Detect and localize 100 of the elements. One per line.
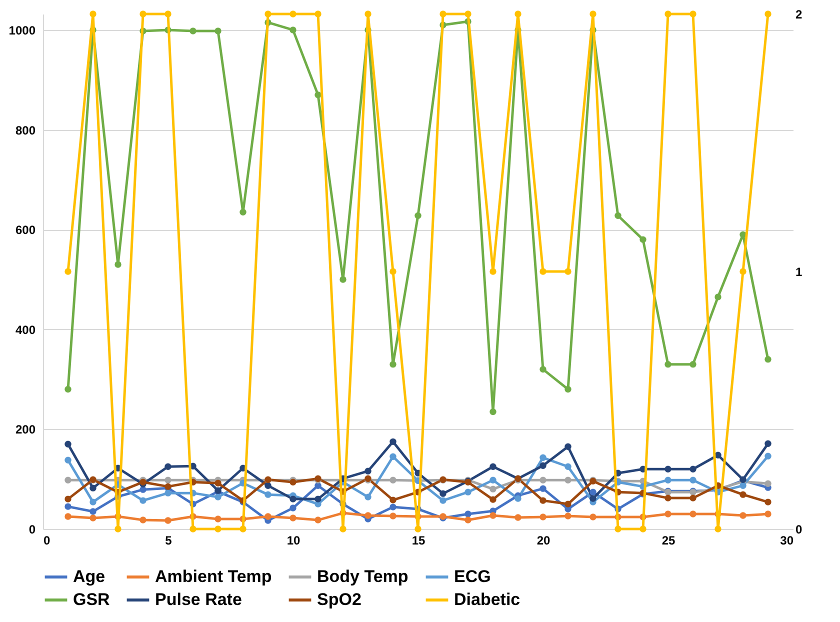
point — [664, 476, 672, 484]
point — [714, 526, 722, 532]
point — [564, 463, 572, 470]
point — [690, 510, 696, 518]
point — [90, 508, 96, 515]
point — [240, 208, 246, 216]
point — [214, 28, 222, 34]
point — [564, 500, 572, 508]
y-tick-label: 0 — [28, 522, 36, 536]
point — [740, 491, 746, 498]
point — [664, 466, 672, 472]
point — [690, 476, 696, 484]
point — [164, 476, 172, 484]
point — [364, 10, 372, 18]
point — [90, 484, 96, 492]
point — [540, 366, 546, 373]
point — [214, 516, 222, 522]
point — [540, 485, 546, 492]
legend-label: Body Temp — [317, 567, 408, 586]
legend-label: Pulse Rate — [155, 590, 242, 609]
y-tick-label: 800 — [15, 123, 36, 138]
point — [164, 463, 172, 470]
legend-label: GSR — [73, 590, 110, 609]
point — [690, 10, 696, 18]
point — [640, 526, 646, 532]
point — [490, 463, 496, 470]
point — [514, 495, 522, 502]
point — [764, 356, 772, 363]
point — [764, 480, 772, 487]
point — [314, 516, 322, 524]
legend-label: Diabetic — [454, 590, 520, 609]
point — [540, 476, 546, 484]
point — [490, 268, 496, 275]
point — [564, 443, 572, 450]
point — [740, 268, 746, 275]
point — [564, 476, 572, 484]
point — [290, 496, 296, 502]
point — [540, 462, 546, 469]
point — [540, 514, 546, 520]
point — [464, 488, 472, 496]
point — [364, 468, 372, 474]
legend-label: Age — [73, 567, 106, 586]
point — [590, 514, 596, 520]
point — [440, 10, 446, 18]
y2-tick-label: 1 — [796, 265, 802, 279]
point — [714, 294, 722, 300]
y-tick-label: 1000 — [8, 23, 36, 38]
point — [90, 498, 96, 506]
x-tick-label: 15 — [412, 534, 426, 548]
point — [364, 494, 372, 500]
point — [390, 496, 396, 504]
point — [540, 497, 546, 504]
point — [464, 516, 472, 524]
point — [340, 526, 346, 532]
point — [564, 512, 572, 520]
point — [64, 268, 72, 275]
point — [164, 517, 172, 524]
point — [764, 440, 772, 448]
point — [740, 482, 746, 489]
x-tick-label: 30 — [780, 534, 794, 548]
point — [490, 512, 496, 519]
legend-label: Ambient Temp — [155, 567, 272, 586]
point — [664, 494, 672, 502]
point — [390, 438, 396, 446]
point — [64, 476, 72, 484]
x-tick-label: 25 — [662, 534, 676, 548]
x-tick-label: 0 — [44, 534, 50, 548]
point — [664, 510, 672, 518]
point — [490, 476, 496, 484]
point — [764, 510, 772, 518]
point — [264, 482, 272, 489]
point — [614, 526, 622, 532]
point — [690, 494, 696, 502]
point — [590, 10, 596, 18]
point — [90, 10, 96, 18]
point — [440, 497, 446, 504]
point — [190, 526, 196, 532]
point — [64, 503, 72, 510]
point — [514, 10, 522, 18]
point — [464, 10, 472, 18]
point — [464, 510, 472, 518]
point — [164, 10, 172, 18]
point — [390, 476, 396, 484]
y2-tick-label: 2 — [796, 8, 802, 22]
point — [664, 10, 672, 18]
point — [290, 26, 296, 34]
point — [764, 10, 772, 18]
point — [314, 10, 322, 18]
point — [390, 268, 396, 275]
point — [114, 526, 122, 532]
point — [190, 28, 196, 34]
point — [64, 456, 72, 464]
point — [564, 386, 572, 393]
point — [690, 466, 696, 472]
point — [264, 491, 272, 498]
point — [214, 480, 222, 486]
point — [414, 212, 422, 219]
legend-label: ECG — [454, 567, 491, 586]
point — [540, 454, 546, 461]
point — [64, 513, 72, 520]
